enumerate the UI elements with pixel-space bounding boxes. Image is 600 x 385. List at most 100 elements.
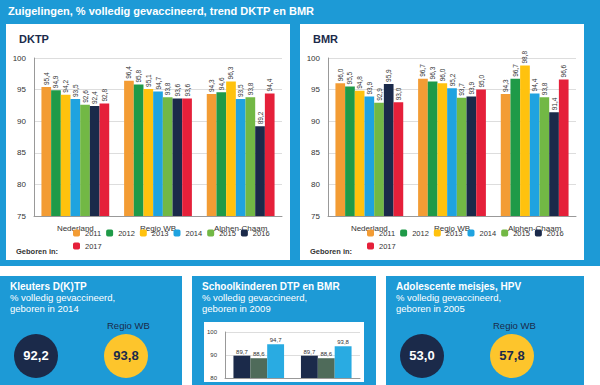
html-text:geboren in 2014: geboren in 2014 <box>10 303 79 314</box>
svg-text:93,5: 93,5 <box>72 84 79 97</box>
svg-text:2012: 2012 <box>412 229 429 238</box>
svg-text:89,7: 89,7 <box>236 349 248 355</box>
svg-text:94,8: 94,8 <box>356 76 363 89</box>
html-text:53,0: 53,0 <box>409 348 435 363</box>
svg-text:92,4: 92,4 <box>91 91 98 104</box>
html-text:Schoolkinderen DTP en BMR: Schoolkinderen DTP en BMR <box>202 281 340 292</box>
svg-text:2017: 2017 <box>379 242 396 251</box>
svg-text:Geboren in:: Geboren in: <box>16 247 58 256</box>
svg-text:80: 80 <box>210 375 217 381</box>
svg-text:93,8: 93,8 <box>247 82 254 95</box>
html-text:92,2: 92,2 <box>23 348 49 363</box>
svg-text:96,4: 96,4 <box>125 66 132 79</box>
svg-text:94,7: 94,7 <box>270 337 282 343</box>
html-text:Adolescente meisjes, HPV: Adolescente meisjes, HPV <box>396 281 522 292</box>
svg-text:2015: 2015 <box>219 229 236 238</box>
svg-text:2011: 2011 <box>85 229 101 238</box>
svg-text:93,0: 93,0 <box>395 87 402 100</box>
svg-text:94,2: 94,2 <box>62 80 69 93</box>
svg-text:96,3: 96,3 <box>227 66 234 79</box>
svg-text:2014: 2014 <box>479 229 496 238</box>
svg-text:Regio WB: Regio WB <box>140 223 176 233</box>
svg-text:96,6: 96,6 <box>560 64 567 77</box>
svg-text:94,9: 94,9 <box>52 75 59 88</box>
svg-text:100: 100 <box>13 54 27 63</box>
svg-text:75: 75 <box>17 212 26 221</box>
svg-text:Nederland: Nederland <box>56 223 94 233</box>
svg-text:96,0: 96,0 <box>337 68 344 81</box>
svg-text:95,0: 95,0 <box>478 75 485 88</box>
svg-text:75: 75 <box>311 212 320 221</box>
svg-text:92,9: 92,9 <box>376 88 383 101</box>
html-text:% volledig gevaccineerd,: % volledig gevaccineerd, <box>396 292 502 303</box>
svg-text:2017: 2017 <box>85 242 102 251</box>
svg-text:2012: 2012 <box>118 229 135 238</box>
svg-text:2011: 2011 <box>379 229 395 238</box>
svg-text:89,2: 89,2 <box>257 111 264 124</box>
svg-text:96,0: 96,0 <box>439 68 446 81</box>
svg-text:80: 80 <box>17 180 26 189</box>
svg-text:93,5: 93,5 <box>237 84 244 97</box>
html-text:Regio WB: Regio WB <box>107 320 150 331</box>
svg-text:Nederland: Nederland <box>350 223 388 233</box>
svg-text:93,6: 93,6 <box>184 83 191 96</box>
html-text:Regio WB: Regio WB <box>493 320 536 331</box>
svg-text:93,8: 93,8 <box>164 82 171 95</box>
svg-text:100: 100 <box>207 329 218 335</box>
html-text:% volledig gevaccineerd,: % volledig gevaccineerd, <box>202 292 308 303</box>
svg-text:2016: 2016 <box>547 229 564 238</box>
svg-text:90: 90 <box>311 117 320 126</box>
svg-text:2013: 2013 <box>446 229 463 238</box>
svg-text:85: 85 <box>311 148 320 157</box>
svg-text:94,3: 94,3 <box>208 79 215 92</box>
svg-text:93,8: 93,8 <box>541 82 548 95</box>
svg-text:93,9: 93,9 <box>366 82 373 95</box>
svg-text:89,7: 89,7 <box>304 349 316 355</box>
svg-text:95,9: 95,9 <box>385 69 392 82</box>
svg-text:93,9: 93,9 <box>468 82 475 95</box>
svg-text:93,6: 93,6 <box>174 83 181 96</box>
svg-text:95,4: 95,4 <box>43 72 50 85</box>
svg-text:94,7: 94,7 <box>155 76 162 89</box>
svg-text:95,5: 95,5 <box>346 71 353 84</box>
svg-text:Geboren in:: Geboren in: <box>310 247 352 256</box>
svg-text:96,3: 96,3 <box>429 66 436 79</box>
svg-text:2013: 2013 <box>152 229 169 238</box>
svg-text:2016: 2016 <box>253 229 270 238</box>
svg-text:96,7: 96,7 <box>419 64 426 77</box>
svg-text:94,4: 94,4 <box>266 78 273 91</box>
html-text:geboren in 2009: geboren in 2009 <box>202 303 271 314</box>
svg-text:93,8: 93,8 <box>337 339 349 345</box>
svg-text:92,8: 92,8 <box>101 88 108 101</box>
svg-text:90: 90 <box>210 352 217 358</box>
svg-text:BMR: BMR <box>313 33 338 45</box>
svg-text:98,8: 98,8 <box>521 51 528 64</box>
svg-text:92,6: 92,6 <box>82 90 89 103</box>
svg-text:95,2: 95,2 <box>449 73 456 86</box>
html-text:% volledig gevaccineerd,: % volledig gevaccineerd, <box>10 292 116 303</box>
svg-text:96,7: 96,7 <box>512 64 519 77</box>
svg-text:94,4: 94,4 <box>531 78 538 91</box>
svg-text:94,3: 94,3 <box>502 79 509 92</box>
html-text:Zuigelingen, % volledig gevacc: Zuigelingen, % volledig gevaccineerd, tr… <box>8 5 314 17</box>
svg-text:DKTP: DKTP <box>19 33 49 45</box>
svg-text:88,6: 88,6 <box>253 351 265 357</box>
svg-text:90: 90 <box>17 117 26 126</box>
svg-text:88,6: 88,6 <box>320 351 332 357</box>
svg-text:2015: 2015 <box>513 229 530 238</box>
svg-text:95,8: 95,8 <box>135 70 142 83</box>
svg-text:95,1: 95,1 <box>145 74 152 87</box>
html-text:93,8: 93,8 <box>113 348 139 363</box>
html-text:57,8: 57,8 <box>499 348 525 363</box>
svg-text:95: 95 <box>311 85 320 94</box>
svg-text:91,4: 91,4 <box>551 97 558 110</box>
svg-text:2014: 2014 <box>185 229 202 238</box>
svg-text:85: 85 <box>17 148 26 157</box>
svg-text:95: 95 <box>17 85 26 94</box>
html-text:Kleuters D(K)TP: Kleuters D(K)TP <box>10 281 87 292</box>
svg-text:80: 80 <box>311 180 320 189</box>
svg-text:93,7: 93,7 <box>458 83 465 96</box>
html-text:geboren in 2005: geboren in 2005 <box>396 303 465 314</box>
svg-text:94,6: 94,6 <box>218 77 225 90</box>
svg-text:100: 100 <box>307 54 321 63</box>
